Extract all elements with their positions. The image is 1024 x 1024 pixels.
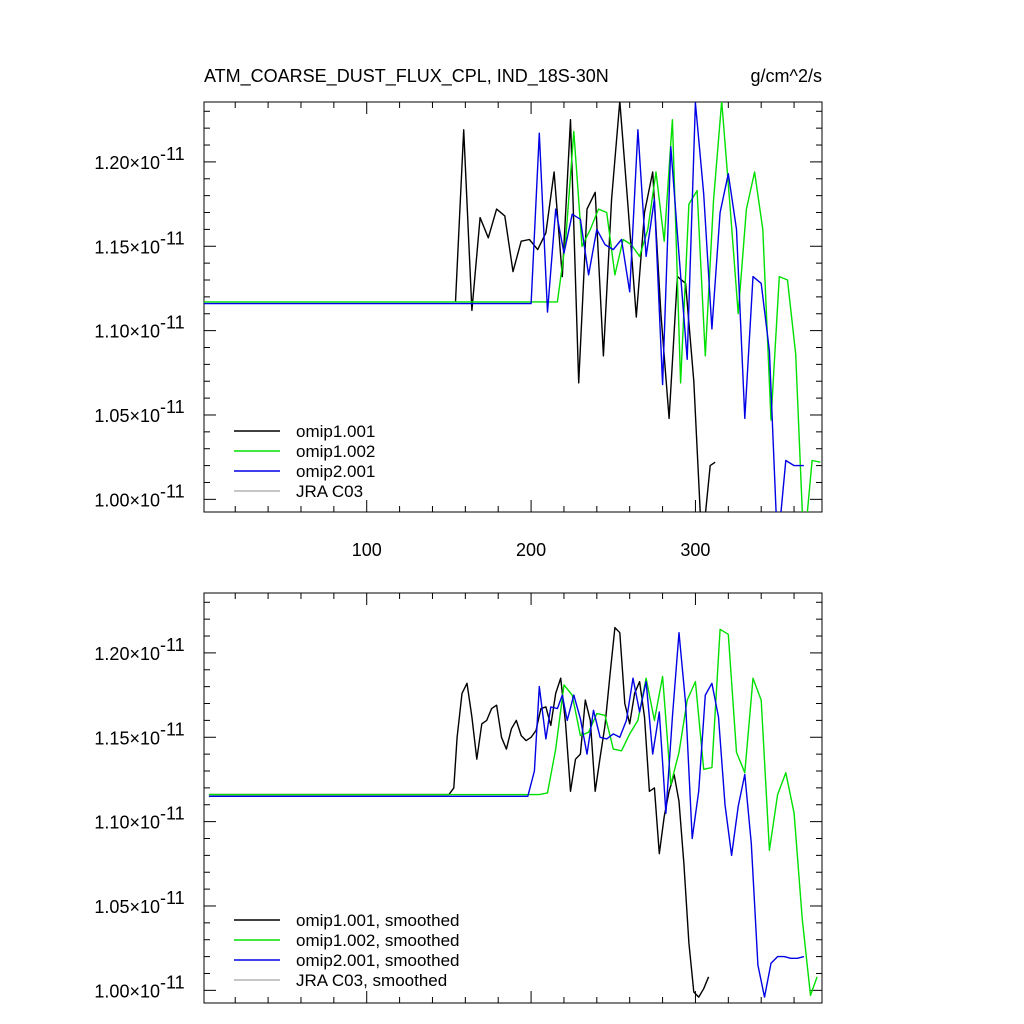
y-tick-label: 1.10×10 [94, 813, 160, 833]
series-line-2 [204, 102, 821, 512]
series-line-3 [204, 102, 804, 512]
y-tick-exponent: -11 [160, 888, 185, 908]
y-tick-label: 1.00×10 [94, 981, 160, 1001]
units-label: g/cm^2/s [751, 66, 822, 86]
chart-title: ATM_COARSE_DUST_FLUX_CPL, IND_18S-30N [204, 66, 609, 87]
x-tick-label: 300 [680, 540, 710, 560]
plot-frame [203, 592, 823, 1004]
y-tick-label: 1.05×10 [94, 897, 160, 917]
legend-label: omip1.001, smoothed [296, 911, 460, 930]
y-tick-exponent: -11 [160, 481, 185, 501]
y-tick-label: 1.10×10 [94, 322, 160, 342]
plot-frame [203, 101, 823, 513]
legend-label: omip1.002, smoothed [296, 931, 460, 950]
legend-label: omip1.002 [296, 442, 375, 461]
series-lines [204, 102, 821, 512]
legend-label: omip2.001, smoothed [296, 951, 460, 970]
y-tick-exponent: -11 [160, 972, 185, 992]
x-tick-label: 100 [352, 540, 382, 560]
y-tick-exponent: -11 [160, 804, 185, 824]
legend-label: JRA C03, smoothed [296, 971, 447, 990]
y-tick-label: 1.20×10 [94, 644, 160, 664]
y-tick-exponent: -11 [160, 144, 185, 164]
y-tick-exponent: -11 [160, 719, 185, 739]
chart-header: ATM_COARSE_DUST_FLUX_CPL, IND_18S-30N g/… [204, 66, 822, 87]
y-tick-label: 1.15×10 [94, 237, 160, 257]
series-line-3 [208, 632, 805, 998]
legend-label: JRA C03 [296, 482, 363, 501]
y-tick-label: 1.00×10 [94, 490, 160, 510]
y-tick-label: 1.05×10 [94, 406, 160, 426]
y-tick-label: 1.15×10 [94, 728, 160, 748]
plot-panel-2: 1.00×10 -111.05×10 -111.10×10 -111.15×10 -11… [94, 592, 823, 1004]
y-tick-exponent: -11 [160, 397, 185, 417]
legend-label: omip2.001 [296, 462, 375, 481]
y-tick-exponent: -11 [160, 635, 185, 655]
series-line-1 [454, 102, 716, 512]
x-tick-label: 200 [516, 540, 546, 560]
y-tick-label: 1.20×10 [94, 153, 160, 173]
y-tick-exponent: -11 [160, 228, 185, 248]
series-line-1 [208, 626, 710, 998]
legend-label: omip1.001 [296, 422, 375, 441]
y-tick-exponent: -11 [160, 313, 185, 333]
series-lines [208, 626, 818, 998]
series-line-2 [208, 628, 818, 997]
